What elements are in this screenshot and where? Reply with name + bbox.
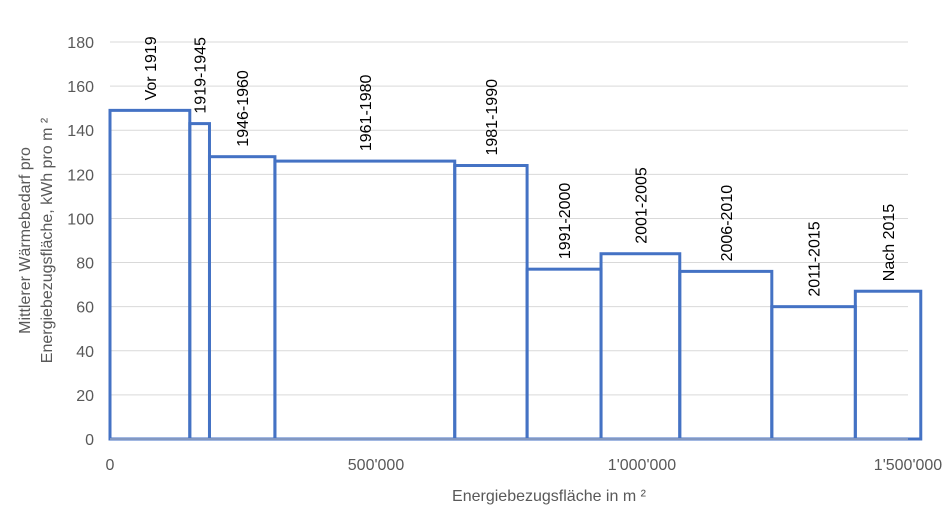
y-tick-label: 20 bbox=[76, 388, 94, 405]
y-axis-title-line-1: Mittlerer Wärmebedarf pro bbox=[17, 147, 34, 334]
bar bbox=[207, 155, 277, 441]
y-tick-label: 140 bbox=[67, 123, 94, 140]
y-tick-label: 120 bbox=[67, 167, 94, 184]
gridlines bbox=[110, 41, 908, 396]
y-tick-label: 60 bbox=[76, 300, 94, 317]
y-tick-label: 100 bbox=[67, 211, 94, 228]
bar bbox=[599, 252, 682, 441]
x-axis-title: Energiebezugsfläche in m ² bbox=[452, 488, 647, 505]
y-tick-label: 0 bbox=[85, 432, 94, 449]
x-tick-label: 1'500'000 bbox=[874, 457, 942, 474]
x-tick-label: 0 bbox=[106, 457, 115, 474]
y-axis-title-line-2: Energiebezugsfläche, kWh pro m ² bbox=[39, 117, 56, 363]
y-tick-label: 40 bbox=[76, 344, 94, 361]
bar bbox=[853, 289, 923, 441]
bar bbox=[678, 269, 774, 441]
bar-label: 1946-1960 bbox=[235, 70, 252, 147]
axis-titles: Energiebezugsfläche in m ² Mittlerer Wär… bbox=[17, 117, 647, 505]
bar-label: Nach 2015 bbox=[881, 204, 898, 281]
bars bbox=[108, 108, 923, 441]
bar-label: 1991-2000 bbox=[557, 183, 574, 260]
y-tick-label: 160 bbox=[67, 79, 94, 96]
bar-label: 1981-1990 bbox=[484, 79, 501, 156]
y-tick-label: 180 bbox=[67, 35, 94, 52]
bar-label: 1961-1980 bbox=[358, 74, 375, 151]
bar bbox=[273, 159, 457, 441]
y-tick-label: 80 bbox=[76, 256, 94, 273]
bar bbox=[525, 267, 603, 441]
bar-label: 1919-1945 bbox=[193, 37, 210, 114]
bar bbox=[108, 108, 192, 441]
bar-label: 2006-2010 bbox=[719, 185, 736, 262]
x-tick-label: 1'000'000 bbox=[608, 457, 677, 474]
bar-label: Vor 1919 bbox=[143, 36, 160, 100]
x-tick-label: 500'000 bbox=[348, 457, 405, 474]
bar bbox=[453, 164, 529, 441]
axes: 0 20 40 60 80 100 120 140 160 180 0 500'000 1'000'00… bbox=[67, 35, 942, 474]
bar-label: 2001-2005 bbox=[633, 167, 650, 244]
bar bbox=[770, 305, 857, 441]
bar-label: 2011-2015 bbox=[807, 221, 824, 296]
bar-labels: Vor 1919 1919-1945 1946-1960 1961-1980 1981-… bbox=[143, 36, 898, 296]
bar bbox=[188, 122, 211, 441]
